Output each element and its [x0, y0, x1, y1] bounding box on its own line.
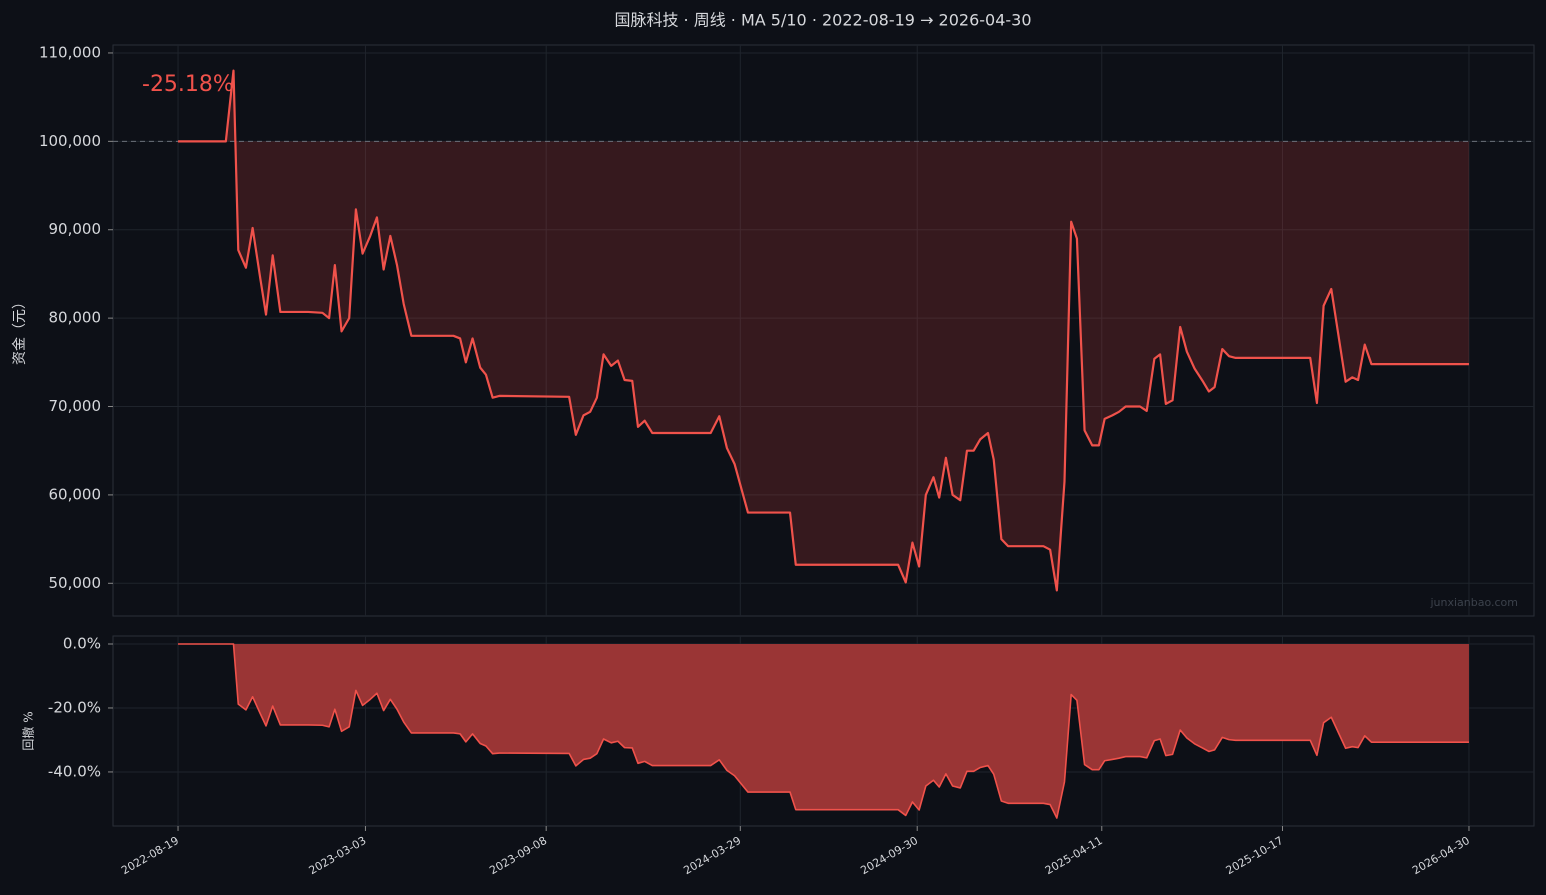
equity-line	[178, 69, 1469, 592]
drawdown-fill	[178, 643, 1469, 819]
y-tick-label: 80,000	[49, 309, 102, 327]
y-tick-label: 0.0%	[63, 634, 101, 652]
chart-title: 国脉科技 · 周线 · MA 5/10 · 2022-08-19 → 2026-…	[614, 11, 1031, 30]
annotation: -25.18%	[142, 72, 234, 97]
y-tick-label: 110,000	[39, 43, 101, 61]
y-tick-label: 70,000	[49, 397, 102, 415]
watermark: junxianbao.com	[1429, 596, 1518, 609]
y-axis-label: 资金（元）	[12, 295, 28, 365]
y-tick-label: -20.0%	[48, 698, 101, 716]
area-fill	[178, 70, 1469, 591]
y-tick-label: 50,000	[49, 574, 102, 592]
y-axis-label: 回撤 %	[21, 711, 36, 750]
y-tick-label: 60,000	[49, 485, 102, 503]
y-tick-label: 100,000	[39, 132, 101, 150]
y-tick-label: -40.0%	[48, 762, 101, 780]
drawdown-line	[178, 643, 1469, 819]
equity-panel	[112, 44, 1535, 617]
y-tick-label: 90,000	[49, 220, 102, 238]
drawdown-panel	[112, 635, 1535, 827]
